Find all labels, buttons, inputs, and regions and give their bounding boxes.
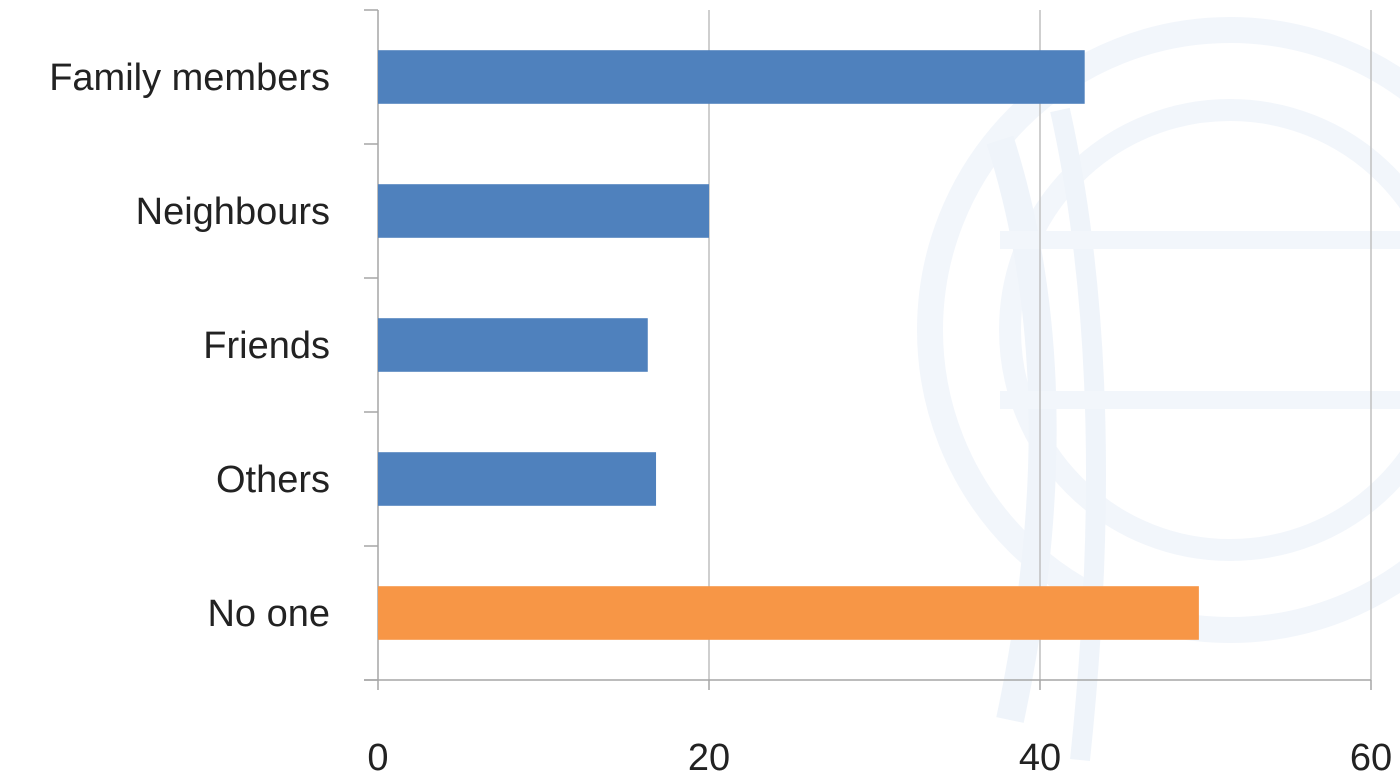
bar-family-members [378,50,1085,104]
category-label-others: Others [216,459,330,501]
bar-others [378,452,657,506]
x-tick-label-40: 40 [1019,737,1061,776]
x-tick-label-60: 60 [1350,737,1392,776]
bar-friends [378,318,648,372]
labels: 0 20 40 60 Family members Neighbours Friends Ot… [49,57,1392,776]
category-label-neighbours: Neighbours [136,191,330,233]
gridlines [708,10,1372,680]
x-tick-label-0: 0 [367,737,388,776]
category-label-no-one: No one [207,593,330,635]
category-label-family-members: Family members [49,57,330,99]
category-label-friends: Friends [203,325,330,367]
emblem-watermark [917,17,1400,762]
bar-no-one [378,586,1199,640]
bar-neighbours [378,184,709,238]
bars [378,50,1199,640]
x-tick-label-20: 20 [688,737,730,776]
